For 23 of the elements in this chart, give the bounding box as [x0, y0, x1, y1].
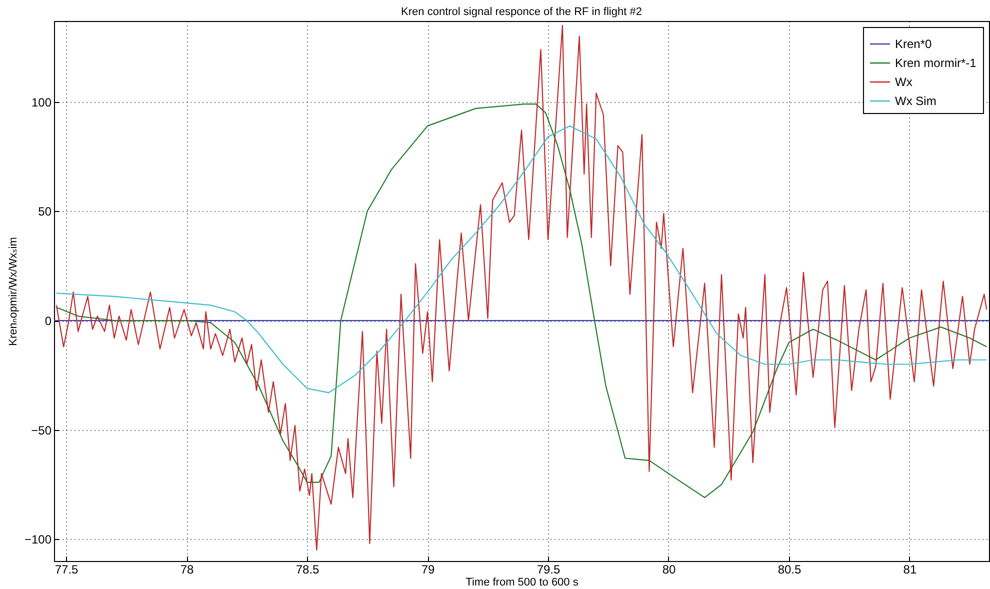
- x-tick-label: 80: [662, 562, 676, 576]
- x-tick-label: 78.5: [296, 562, 320, 576]
- x-tick-label: 78: [180, 562, 194, 576]
- x-tick-label: 79: [421, 562, 436, 576]
- legend-label: Kren mormir*-1: [895, 56, 977, 70]
- line-series: [56, 24, 988, 551]
- y-tick-label: 0: [44, 314, 52, 328]
- y-tick-label: 100: [31, 95, 52, 110]
- x-tick-label: 81: [903, 562, 917, 576]
- y-axis-title: Krenₙopmir/Wx/Wxₛim: [7, 237, 20, 346]
- x-tick-label: 77.5: [54, 562, 79, 576]
- chart-title: Kren control signal responce of the RF in flight #2: [401, 6, 642, 18]
- x-tick-label: 79.5: [536, 562, 561, 576]
- y-tick-label: −100: [24, 532, 52, 547]
- y-tick-label: −50: [31, 423, 52, 438]
- legend-label: Wx: [895, 75, 912, 89]
- x-axis-title: Time from 500 to 600 s: [466, 576, 579, 588]
- legend-label: Wx Sim: [895, 94, 936, 108]
- legend-label: Kren*0: [895, 37, 932, 51]
- line-series: [56, 125, 988, 394]
- x-tick-label: 80.5: [778, 562, 802, 576]
- y-tick-label: 50: [38, 204, 52, 219]
- line-series: [56, 104, 988, 498]
